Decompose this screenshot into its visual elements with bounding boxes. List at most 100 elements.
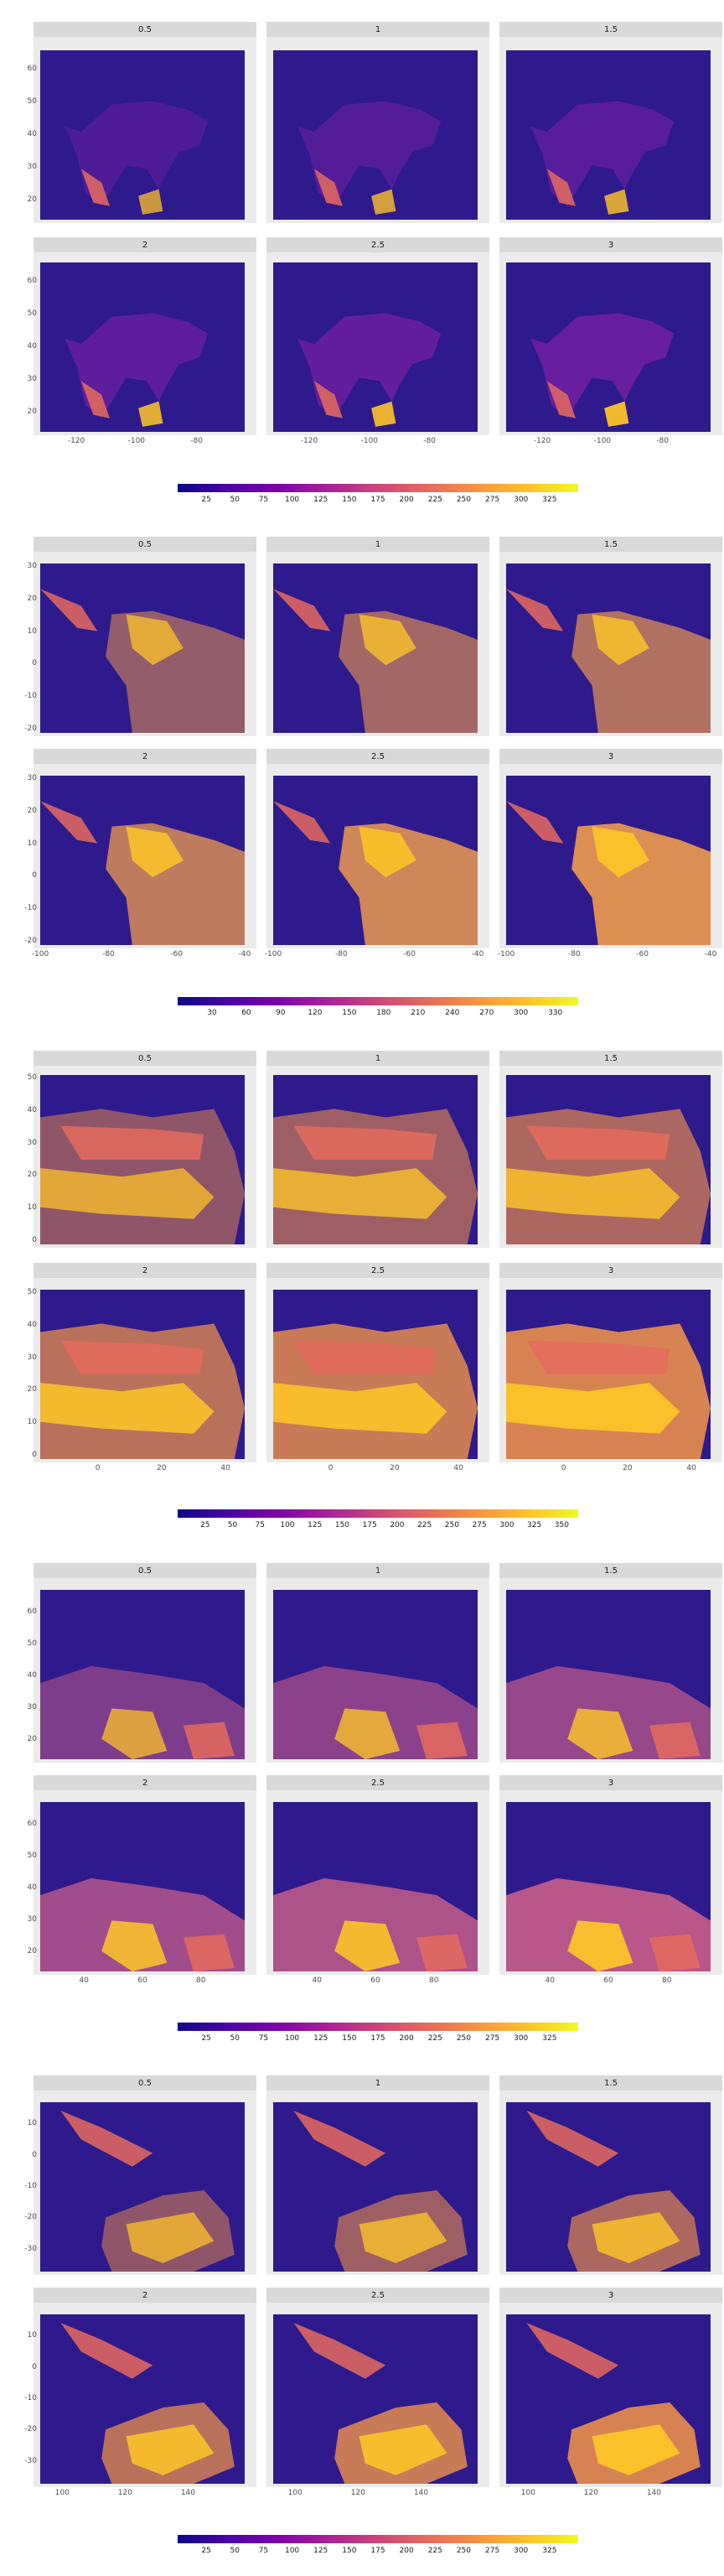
x-tick-label: 120: [117, 2489, 132, 2497]
legend-tick-label: 200: [399, 496, 414, 504]
y-tick-label: -30: [24, 2244, 37, 2253]
legend-tick-label: 300: [514, 2547, 529, 2555]
map-panel-africa-1.5: [506, 1075, 711, 1244]
hot-region: [126, 2212, 215, 2263]
legend-tick-label: 325: [542, 2547, 557, 2555]
x-tick-label: 20: [157, 1464, 167, 1472]
x-tick-label: -100: [264, 950, 282, 958]
y-tick-label: 10: [27, 2119, 37, 2128]
facet-strip-africa: 1: [266, 1051, 489, 1066]
hot-region: [592, 2424, 680, 2475]
facet-strip-north_america: 3: [499, 237, 722, 252]
legend-tick-label: 325: [542, 496, 557, 504]
x-tick-label: -40: [704, 950, 717, 958]
y-tick-label: 0: [32, 659, 37, 668]
legend-tick-label: 250: [444, 1521, 459, 1530]
hot-region: [40, 1383, 215, 1434]
y-tick-label: 20: [27, 195, 37, 204]
y-tick-label: 20: [27, 1735, 37, 1744]
map-panel-south_america-1: [273, 564, 478, 733]
facet-strip-middle_east_asia: 3: [499, 1775, 722, 1790]
x-tick-label: 120: [583, 2489, 598, 2497]
map-panel-oceania-0.5: [40, 2102, 245, 2272]
x-tick-label: -60: [170, 950, 183, 958]
legend-tick-label: 175: [370, 2034, 385, 2043]
y-tick-label: 10: [27, 1418, 37, 1427]
legend-tick-label: 175: [370, 496, 385, 504]
warm-region: [273, 589, 331, 631]
hot-region: [371, 401, 396, 427]
x-tick-label: 80: [428, 1976, 439, 1985]
legend-tick-label: 275: [484, 2547, 500, 2555]
legend-tick-label: 300: [514, 1009, 529, 1017]
hot-region: [126, 826, 184, 878]
legend-tick-label: 325: [542, 2034, 557, 2043]
y-tick-label: 20: [27, 1385, 37, 1394]
facet-strip-north_america: 2: [34, 237, 256, 252]
map-panel-middle_east_asia-2: [40, 1802, 245, 1971]
x-tick-label: 40: [79, 1976, 89, 1985]
warm-region: [183, 1934, 235, 1971]
legend-tick-label: 225: [427, 496, 442, 504]
x-tick-label: 60: [603, 1976, 613, 1985]
legend-tick-label: 275: [484, 2034, 500, 2043]
y-tick-label: -20: [24, 2213, 37, 2222]
y-tick-label: 30: [27, 1915, 37, 1924]
legend-tick-label: 250: [456, 2547, 472, 2555]
x-tick-label: -40: [471, 950, 484, 958]
y-tick-label: 30: [27, 1138, 37, 1147]
facet-strip-north_america: 1: [266, 22, 489, 37]
warm-region: [649, 1722, 701, 1759]
legend-tick-label: 25: [200, 1521, 210, 1530]
y-tick-label: -10: [24, 692, 37, 701]
facet-strip-africa: 3: [499, 1263, 722, 1278]
legend-tick-label: 125: [308, 1521, 323, 1530]
map-panel-oceania-1: [273, 2102, 478, 2272]
warm-region: [60, 1340, 204, 1374]
facet-strip-oceania: 3: [499, 2288, 722, 2303]
land-region: [530, 101, 675, 206]
warm-region: [546, 381, 576, 418]
y-tick-label: 60: [27, 1607, 37, 1616]
x-tick-label: 60: [137, 1976, 147, 1985]
legend-tick-label: 275: [472, 1521, 487, 1530]
legend-tick-label: 175: [370, 2547, 385, 2555]
legend-tick-label: 75: [258, 2034, 269, 2043]
facet-strip-middle_east_asia: 2: [34, 1775, 256, 1790]
legend-tick-label: 225: [427, 2547, 442, 2555]
warm-region: [313, 169, 343, 206]
warm-region: [60, 2323, 153, 2379]
facet-strip-south_america: 3: [499, 749, 722, 764]
facet-strip-south_america: 1.5: [499, 537, 722, 552]
x-tick-label: 100: [520, 2489, 535, 2497]
map-panel-oceania-1.5: [506, 2102, 711, 2272]
y-tick-label: 0: [32, 2150, 37, 2159]
hot-region: [592, 614, 649, 666]
warm-region: [40, 589, 98, 631]
facet-strip-africa: 1.5: [499, 1051, 722, 1066]
x-tick-label: 60: [370, 1976, 380, 1985]
legend-tick-label: 100: [284, 2547, 300, 2555]
y-tick-label: 50: [27, 1639, 37, 1648]
warm-region: [80, 169, 110, 206]
x-tick-label: 100: [54, 2489, 70, 2497]
y-tick-label: 60: [27, 277, 37, 286]
land-region: [65, 101, 209, 206]
legend-colorbar: [178, 2535, 578, 2543]
legend-tick-label: 180: [376, 1009, 391, 1017]
y-tick-label: 10: [27, 2331, 37, 2340]
y-tick-label: 60: [27, 65, 37, 74]
x-tick-label: 120: [350, 2489, 365, 2497]
y-tick-label: 50: [27, 1072, 37, 1082]
facet-strip-oceania: 1: [266, 2075, 489, 2090]
legend-tick-label: 125: [313, 2034, 328, 2043]
legend-tick-label: 150: [334, 1521, 350, 1530]
warm-region: [293, 2111, 386, 2167]
legend-tick-label: 275: [484, 496, 500, 504]
legend-tick-label: 200: [399, 2547, 414, 2555]
legend-tick-label: 200: [390, 1521, 405, 1530]
legend-colorbar: [178, 997, 578, 1005]
facet-strip-middle_east_asia: 1.5: [499, 1563, 722, 1578]
y-tick-label: 20: [27, 1171, 37, 1180]
facet-strip-north_america: 1.5: [499, 22, 722, 37]
